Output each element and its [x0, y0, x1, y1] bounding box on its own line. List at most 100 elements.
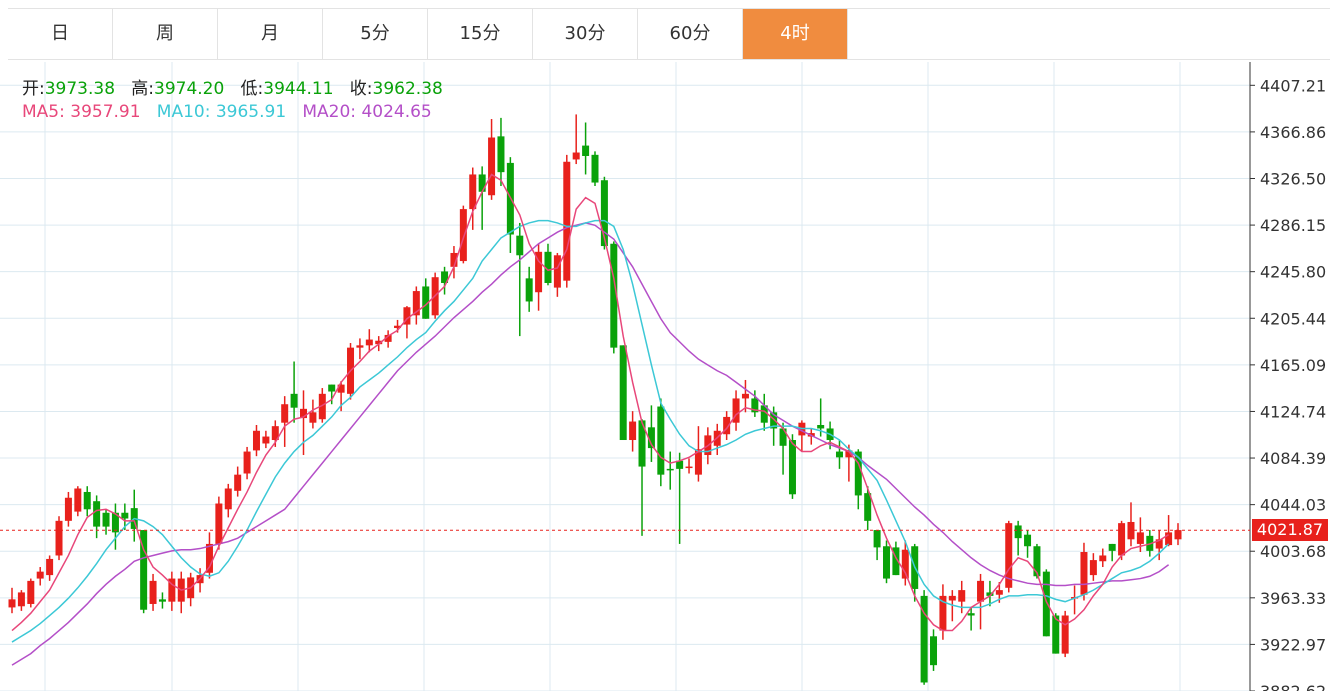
open-label: 开:: [22, 79, 45, 99]
candle-body-34: [328, 384, 336, 392]
candle-body-110: [1042, 571, 1050, 637]
candle-body-124: [1174, 530, 1182, 540]
y-tick-label-13: 3882.62: [1260, 682, 1326, 691]
candle-body-79: [751, 398, 759, 413]
candle-body-102: [967, 613, 975, 616]
candle-body-43: [412, 291, 420, 316]
candle-body-114: [1080, 552, 1088, 595]
candle-body-6: [64, 497, 72, 521]
candle-body-23: [224, 488, 232, 510]
candle-body-105: [995, 590, 1003, 595]
candle-body-70: [666, 468, 674, 471]
high-value: 3974.20: [154, 79, 225, 99]
open-value: 3973.38: [44, 79, 116, 99]
candle-body-65: [619, 345, 627, 441]
candle-body-88: [835, 451, 843, 458]
candle-body-66: [629, 421, 637, 441]
candle-body-51: [488, 137, 496, 196]
candle-body-21: [205, 543, 213, 573]
tab-1[interactable]: 周: [113, 9, 218, 59]
candle-body-58: [553, 255, 561, 288]
candle-body-91: [864, 493, 872, 521]
ma5-line: [11, 173, 1169, 632]
tab-0[interactable]: 日: [8, 9, 113, 59]
candle-body-24: [234, 474, 242, 491]
candle-body-68: [647, 427, 655, 449]
tab-4[interactable]: 15分: [428, 9, 533, 59]
candle-body-2: [27, 580, 35, 604]
candle-body-118: [1118, 523, 1126, 556]
candle-body-17: [168, 578, 176, 602]
candle-body-25: [243, 451, 251, 474]
current-price-tag: 4021.87: [1252, 519, 1328, 542]
candle-body-0: [8, 599, 16, 608]
tab-3[interactable]: 5分: [323, 9, 428, 59]
candle-body-90: [854, 451, 862, 496]
candle-body-32: [309, 412, 317, 423]
candle-body-47: [450, 252, 458, 267]
candle-body-40: [384, 334, 392, 342]
candle-body-112: [1061, 615, 1069, 654]
candle-body-100: [948, 595, 956, 601]
ma10-label: MA10:: [156, 102, 211, 122]
candle-body-28: [271, 426, 279, 441]
tab-5[interactable]: 30分: [533, 9, 638, 59]
candle-body-94: [892, 547, 900, 576]
candle-body-95: [901, 549, 909, 579]
candle-body-78: [741, 393, 749, 399]
tab-2[interactable]: 月: [218, 9, 323, 59]
y-tick-label-9: 4044.03: [1260, 496, 1326, 515]
ma20-line: [11, 222, 1170, 666]
low-value: 3944.11: [263, 79, 334, 99]
candle-body-57: [544, 251, 552, 283]
candle-body-55: [525, 278, 533, 302]
candle-body-50: [478, 174, 486, 192]
candle-body-15: [149, 580, 157, 604]
candle-body-86: [817, 425, 825, 429]
candle-body-101: [958, 590, 966, 602]
candle-body-71: [676, 460, 684, 469]
candle-body-64: [610, 243, 618, 348]
candle-body-10: [102, 512, 110, 527]
ma20-value: 4024.65: [361, 102, 432, 122]
candle-body-16: [158, 599, 166, 602]
y-tick-label-11: 3963.33: [1260, 589, 1326, 608]
ma-info: MA5: 3957.91 MA10: 3965.91 MA20: 4024.65: [22, 102, 432, 122]
tab-7[interactable]: 4时: [743, 9, 848, 59]
candle-body-27: [262, 436, 270, 444]
candle-body-29: [281, 404, 289, 423]
y-tick-label-7: 4124.74: [1260, 402, 1326, 421]
candle-body-44: [422, 286, 430, 319]
candle-body-46: [441, 271, 449, 283]
candle-body-63: [600, 180, 608, 247]
candle-body-11: [111, 512, 119, 533]
candle-body-8: [83, 491, 91, 510]
candle-body-116: [1099, 555, 1107, 562]
candle-body-115: [1089, 560, 1097, 576]
candle-body-42: [403, 307, 411, 325]
candle-body-61: [582, 145, 590, 156]
y-tick-label-2: 4326.50: [1260, 169, 1326, 188]
ma20-label: MA20:: [302, 102, 357, 122]
candle-body-123: [1165, 532, 1173, 546]
candle-body-5: [55, 520, 63, 556]
candle-body-62: [591, 154, 599, 183]
candle-body-33: [318, 393, 326, 420]
candle-body-52: [497, 136, 505, 173]
candle-body-111: [1052, 615, 1060, 654]
tab-6[interactable]: 60分: [638, 9, 743, 59]
low-label: 低:: [240, 79, 264, 99]
y-tick-label-6: 4165.09: [1260, 356, 1326, 375]
candle-body-81: [770, 412, 778, 429]
candle-body-108: [1024, 534, 1032, 547]
candle-body-7: [74, 488, 82, 512]
candle-body-120: [1136, 532, 1144, 544]
candle-body-80: [760, 405, 768, 423]
candle-body-4: [46, 558, 54, 576]
candle-body-92: [873, 530, 881, 548]
candle-body-69: [657, 406, 665, 475]
high-label: 高:: [131, 79, 154, 99]
candle-body-99: [939, 595, 947, 631]
candle-body-30: [290, 393, 298, 408]
